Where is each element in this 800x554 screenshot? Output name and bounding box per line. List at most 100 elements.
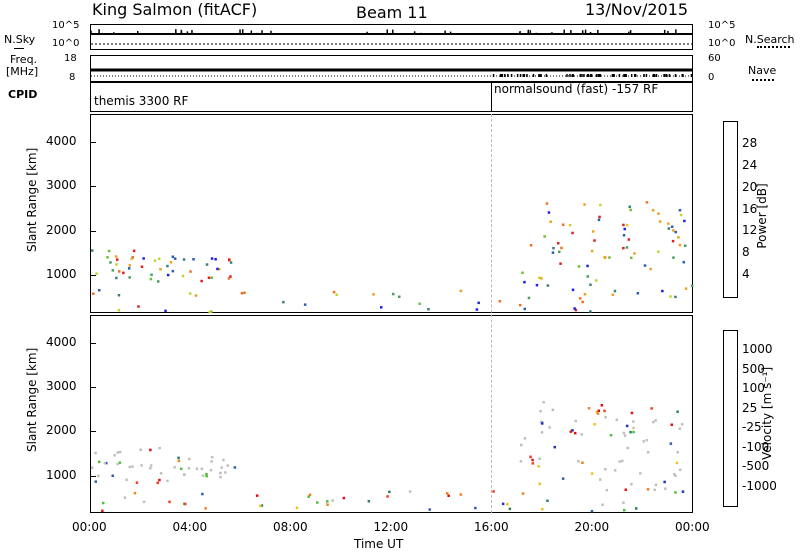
heatmap-cell <box>123 496 127 499</box>
heatmap-cell <box>137 305 140 308</box>
heatmap-cell <box>613 469 617 472</box>
heatmap-cell <box>678 468 682 472</box>
heatmap-cell <box>538 482 541 486</box>
heatmap-cell <box>571 231 574 235</box>
heatmap-cell <box>183 473 186 476</box>
heatmap-cell <box>125 478 128 481</box>
heatmap-cell <box>130 257 133 261</box>
y-tick-mark <box>90 386 96 388</box>
heatmap-cell <box>657 212 660 215</box>
heatmap-cell <box>551 251 555 254</box>
y-tick-mark <box>90 230 96 232</box>
heatmap-cell <box>625 246 629 249</box>
heatmap-cell <box>531 458 534 462</box>
heatmap-cell <box>210 310 213 313</box>
power-colorbar-label: Power [dB] <box>755 183 769 249</box>
heatmap-cell <box>684 287 688 290</box>
heatmap-cell <box>177 456 180 460</box>
trace-dot <box>539 74 542 77</box>
heatmap-cell <box>630 411 634 415</box>
colorbar-tick-label: -100 <box>742 439 770 454</box>
trace-dot <box>545 74 548 77</box>
nave-tick-bottom: 0 <box>708 72 715 83</box>
heatmap-cell <box>650 407 653 410</box>
heatmap-cell <box>209 468 213 472</box>
heatmap-cell <box>392 292 395 296</box>
heatmap-cell <box>645 438 649 442</box>
heatmap-cell <box>529 455 532 459</box>
heatmap-cell <box>135 481 139 484</box>
trace-dot <box>569 74 571 77</box>
heatmap-cell <box>218 267 221 271</box>
heatmap-cell <box>615 418 618 421</box>
heatmap-cell <box>538 457 541 460</box>
heatmap-cell <box>673 473 676 476</box>
freq-label: Freq. <box>10 53 38 66</box>
heatmap-cell <box>342 496 346 500</box>
heatmap-cell <box>581 461 584 464</box>
heatmap-cell <box>560 246 563 250</box>
nsearch-label: N.Search <box>745 33 795 46</box>
heatmap-cell <box>169 261 173 264</box>
velocity-ylabel: Slant Range [km] <box>25 347 39 452</box>
heatmap-cell <box>657 250 660 253</box>
heatmap-cell <box>171 269 175 273</box>
nave-legend-line <box>752 79 774 81</box>
heatmap-cell <box>633 252 636 255</box>
colorbar-tick-label: 28 <box>742 135 758 150</box>
heatmap-cell <box>140 464 143 467</box>
cpid-divider <box>491 82 492 112</box>
heatmap-cell <box>220 466 223 469</box>
heatmap-cell <box>626 446 629 450</box>
heatmap-cell <box>676 451 679 454</box>
heatmap-cell <box>598 215 601 219</box>
heatmap-cell <box>541 422 544 425</box>
heatmap-cell <box>303 303 307 306</box>
heatmap-cell <box>521 271 524 274</box>
heatmap-cell <box>559 262 562 265</box>
heatmap-cell <box>552 246 555 250</box>
trace-dot <box>674 74 677 77</box>
nsky-tick-bottom: 10^0 <box>52 38 80 49</box>
heatmap-cell <box>326 503 329 506</box>
heatmap-cell <box>92 292 95 295</box>
heatmap-cell <box>94 451 97 455</box>
heatmap-cell <box>388 490 391 494</box>
heatmap-cell <box>521 492 525 495</box>
heatmap-cell <box>149 464 153 467</box>
heatmap-cell <box>164 309 167 313</box>
trace-dot <box>501 74 504 77</box>
heatmap-cell <box>600 404 604 407</box>
heatmap-cell <box>621 459 624 463</box>
trace-dot <box>690 74 693 77</box>
heatmap-cell <box>652 420 655 424</box>
heatmap-cell <box>227 277 231 280</box>
trace-dot <box>587 74 590 77</box>
heatmap-cell <box>579 297 582 300</box>
heatmap-cell <box>636 292 640 295</box>
heatmap-cell <box>182 258 186 261</box>
nsearch-tick-top: 10^5 <box>708 20 736 31</box>
heatmap-cell <box>589 310 592 313</box>
heatmap-cell <box>210 276 213 279</box>
heatmap-cell <box>529 244 533 247</box>
velocity-heatmap <box>91 401 685 513</box>
heatmap-cell <box>577 460 580 463</box>
cpid-label: CPID <box>8 88 38 101</box>
heatmap-cell <box>91 466 94 469</box>
heatmap-cell <box>205 263 209 266</box>
heatmap-cell <box>380 306 383 309</box>
heatmap-cell <box>307 495 310 498</box>
heatmap-cell <box>180 467 183 471</box>
heatmap-cell <box>128 264 131 267</box>
trace-dot <box>590 74 592 77</box>
heatmap-cell <box>635 507 638 510</box>
heatmap-cell <box>158 478 161 482</box>
heatmap-cell <box>535 283 539 287</box>
heatmap-cell <box>201 492 204 496</box>
nsearch-legend-line <box>757 46 790 48</box>
heatmap-cell <box>173 466 176 469</box>
trace-dot <box>630 74 633 77</box>
trace-dot <box>611 74 614 77</box>
cpid-panel <box>90 82 693 112</box>
